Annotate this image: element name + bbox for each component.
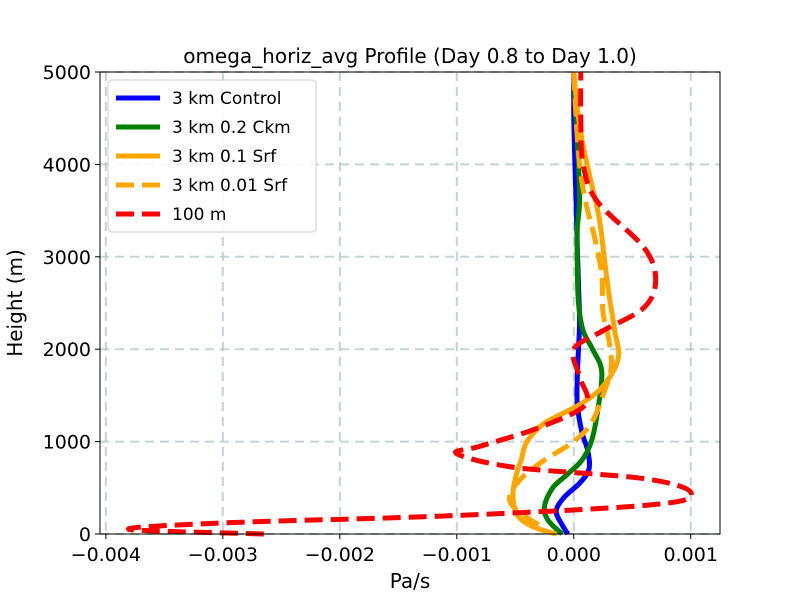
chart-title: omega_horiz_avg Profile (Day 0.8 to Day … <box>183 44 637 68</box>
y-tick-label: 3000 <box>43 247 91 269</box>
ticks: −0.004 −0.003 −0.002 −0.001 0.000 0.001 0 1000 2… <box>43 62 718 566</box>
x-tick-label: 0.001 <box>664 544 718 566</box>
y-tick-label: 2000 <box>43 339 91 361</box>
legend: 3 km Control 3 km 0.2 Ckm 3 km 0.1 Srf 3 km… <box>107 79 317 233</box>
x-tick-label: −0.002 <box>305 544 375 566</box>
series-line-3-km-0-01-srf <box>506 71 614 527</box>
series-line-3-km-0-1-srf <box>510 71 622 537</box>
y-tick-label: 5000 <box>43 62 91 84</box>
plot-border <box>99 71 721 535</box>
x-axis-label: Pa/s <box>390 569 431 593</box>
series-line-3-km-0-2-ckm <box>541 71 605 536</box>
legend-label-3-km-0-01-srf: 3 km 0.01 Srf <box>172 176 288 196</box>
y-axis-label: Height (m) <box>3 249 27 357</box>
legend-label-100-m: 100 m <box>172 205 226 225</box>
x-tick-label: −0.003 <box>188 544 258 566</box>
x-tick-label: 0.000 <box>547 544 601 566</box>
legend-label-3-km-0-1-srf: 3 km 0.1 Srf <box>172 147 277 167</box>
y-tick-label: 1000 <box>43 432 91 454</box>
series-layer <box>126 71 695 537</box>
x-tick-label: −0.001 <box>422 544 492 566</box>
y-tick-label: 0 <box>79 524 91 546</box>
legend-frame <box>107 79 317 233</box>
y-tick-label: 4000 <box>43 154 91 176</box>
legend-label-3-km-0-2-ckm: 3 km 0.2 Ckm <box>172 118 291 138</box>
series-line-100-m <box>126 71 695 537</box>
plot-area: −0.004 −0.003 −0.002 −0.001 0.000 0.001 0 1000 2… <box>43 62 721 566</box>
series-line-3-km-control <box>553 71 593 536</box>
x-tick-label: −0.004 <box>71 544 141 566</box>
legend-label-3-km-control: 3 km Control <box>172 89 281 109</box>
